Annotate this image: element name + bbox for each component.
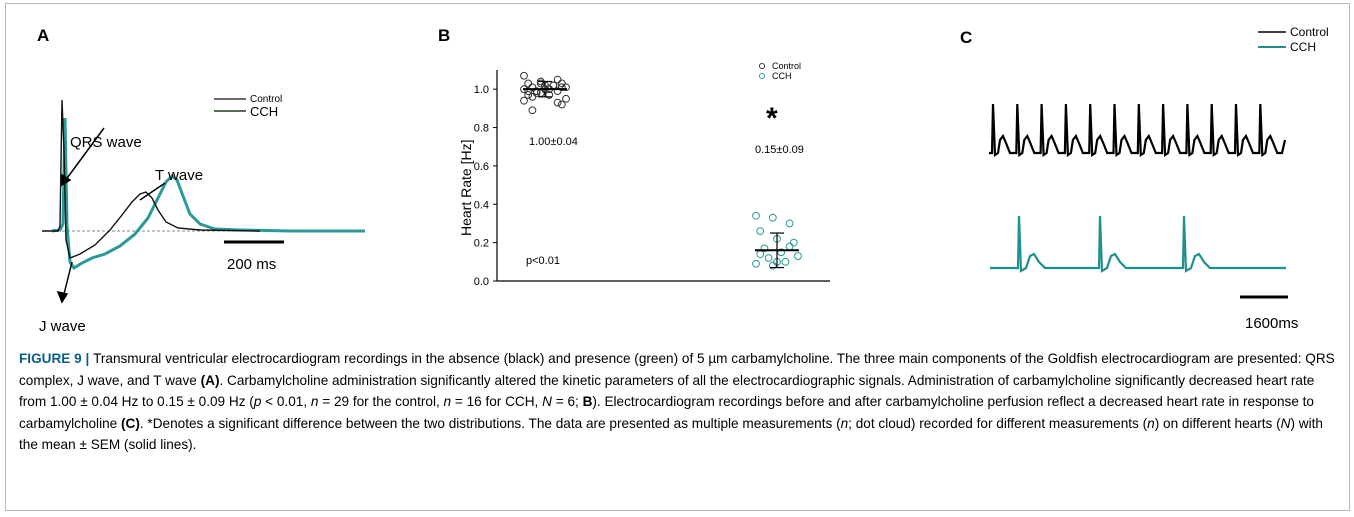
cch-point [760, 244, 769, 253]
caption-italic: n [310, 394, 319, 409]
panel-b-yticks: 0.0 0.2 0.4 0.6 0.8 1.0 [474, 84, 497, 288]
control-point [557, 100, 566, 109]
panel-b-legend-cch: CCH [772, 71, 792, 81]
panel-a-scale-label: 200 ms [227, 256, 276, 273]
cch-point [794, 252, 802, 260]
caption-text: ; dot cloud) recorded for different meas… [848, 415, 1148, 431]
panel-a-j-label: J wave [39, 318, 86, 335]
y-tick-label: 0.6 [474, 161, 489, 173]
panel-a-cch-trace [51, 117, 365, 271]
caption-italic: n [840, 415, 849, 431]
panel-a-letter: A [37, 26, 50, 45]
panel-b-letter: B [438, 26, 451, 45]
panel-b-mean-sem [523, 80, 799, 269]
caption-text: . *Denotes a significant difference betw… [139, 415, 841, 431]
caption-text: = 6; [551, 394, 583, 409]
panel-c-cch-trace [990, 215, 1286, 273]
control-point [545, 91, 554, 99]
cch-point [768, 261, 777, 270]
cch-point [777, 248, 786, 257]
cch-point [785, 219, 794, 228]
control-point [524, 91, 533, 99]
panel-a-legend-cch: CCH [250, 104, 278, 119]
panel-c-legend-control: Control [1290, 25, 1329, 39]
cch-point [768, 213, 777, 222]
panel-b-legend-control-marker [758, 62, 766, 70]
cch-point [789, 238, 798, 247]
caption-text: = 29 for the control, [318, 394, 444, 409]
caption-italic: n [1147, 415, 1155, 431]
figure-caption: FIGURE 9 | Transmural ventricular electr… [19, 348, 1341, 456]
panel-b-legend-cch-marker [758, 72, 766, 80]
panel-c-scale-label: 1600ms [1245, 315, 1298, 332]
control-point [528, 106, 537, 115]
control-point [536, 79, 545, 88]
control-point [528, 83, 537, 92]
control-point [553, 98, 562, 107]
control-point [520, 96, 528, 105]
panel-a-legend-control: Control [250, 94, 282, 105]
panel-a-control-trace [42, 99, 261, 259]
y-tick-label: 0.8 [474, 123, 489, 135]
caption-separator: | [81, 351, 94, 366]
control-point [553, 87, 562, 95]
caption-italic: n [443, 394, 452, 409]
panel-a-qrs-label: QRS wave [70, 134, 142, 151]
panel-c-control-trace [989, 103, 1287, 158]
caption-ref-a: (A) [200, 372, 220, 388]
caption-text: = 16 for CCH, [451, 394, 543, 409]
y-tick-label: 0.0 [474, 276, 489, 288]
control-point [532, 87, 541, 95]
cch-point [781, 257, 790, 266]
y-tick-label: 0.4 [474, 199, 489, 211]
panel-b-ylabel: Heart Rate [Hz] [458, 140, 474, 236]
panel-b-legend-control: Control [772, 61, 801, 71]
panel-a-t-label: T wave [155, 167, 203, 184]
panel-a-arrows [56, 127, 166, 304]
caption-text: < 0.01, [261, 394, 311, 409]
caption-text: ) on different hearts ( [1154, 415, 1281, 431]
control-point [557, 79, 566, 88]
y-tick-label: 1.0 [474, 84, 489, 96]
control-point [524, 79, 533, 88]
caption-label: FIGURE 9 [19, 351, 82, 366]
panel-c-letter: C [960, 28, 973, 47]
caption-text: . Carbamylcholine administration signifi… [19, 372, 1315, 410]
y-tick-label: 0.2 [474, 238, 489, 250]
caption-text: ) with the mean ± SEM (solid lines). [19, 415, 1323, 453]
caption-ref-b: B [582, 394, 593, 409]
control-point [520, 71, 528, 80]
caption-italic: N [542, 394, 552, 409]
cch-point [756, 227, 765, 236]
caption-ref-c: (C) [121, 415, 140, 431]
panel-b-pvalue: p<0.01 [526, 255, 560, 267]
panel-b-axes [496, 70, 830, 282]
panel-c-legend-cch: CCH [1290, 40, 1316, 54]
caption-italic: N [1280, 415, 1291, 431]
cch-point [752, 211, 760, 220]
panel-b-significance: * [766, 102, 778, 135]
control-point [562, 94, 570, 103]
cch-point [752, 259, 760, 268]
panel-b-cch-stat: 0.15±0.09 [755, 144, 804, 156]
panel-b-control-stat: 1.00±0.04 [529, 136, 578, 148]
control-point [553, 75, 562, 84]
control-point [557, 83, 566, 92]
control-point [562, 83, 570, 92]
caption-text: ). Electrocardiogram recordings before a… [19, 394, 1314, 431]
cch-point [764, 254, 773, 262]
control-point [524, 87, 533, 95]
caption-text: Transmural ventricular electrocardiogram… [19, 351, 1335, 388]
control-point [528, 92, 537, 101]
figure-frame [5, 3, 1350, 511]
caption-italic: p [253, 394, 262, 409]
